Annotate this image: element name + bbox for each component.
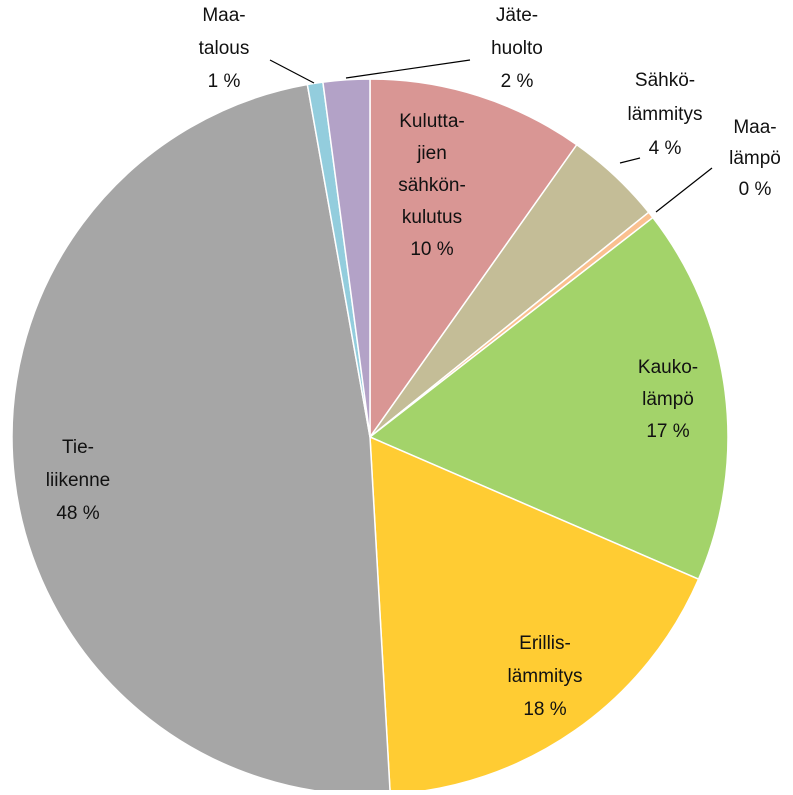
value-label: 17 %	[646, 421, 689, 442]
leader-line	[345, 59, 471, 79]
leader-line	[269, 59, 315, 84]
category-label: Erillis-lämmitys	[508, 633, 583, 687]
category-label: Kulutta-jien sähkön-kulutus	[398, 111, 466, 228]
leader-line	[619, 157, 641, 164]
pie-slice	[11, 83, 392, 795]
value-label: 2 %	[501, 71, 534, 92]
leader-line	[655, 167, 713, 213]
category-label: Tie-liikenne	[46, 437, 110, 491]
category-label: Maa-talous	[199, 5, 250, 59]
value-label: 10 %	[410, 239, 453, 260]
value-label: 18 %	[523, 699, 566, 720]
category-label: Kauko-lämpö	[638, 357, 698, 410]
category-label: Sähkö-lämmitys	[628, 70, 703, 125]
category-label: Jäte-huolto	[491, 5, 543, 59]
value-label: 1 %	[208, 71, 241, 92]
pie-slice	[369, 78, 578, 440]
category-label: Maa-lämpö	[729, 117, 781, 169]
value-label: 48 %	[56, 503, 99, 524]
value-label: 4 %	[649, 138, 682, 159]
value-label: 0 %	[739, 179, 772, 200]
pie-slice	[322, 78, 371, 438]
pie-slice	[369, 435, 700, 795]
pie-slice	[368, 216, 729, 581]
